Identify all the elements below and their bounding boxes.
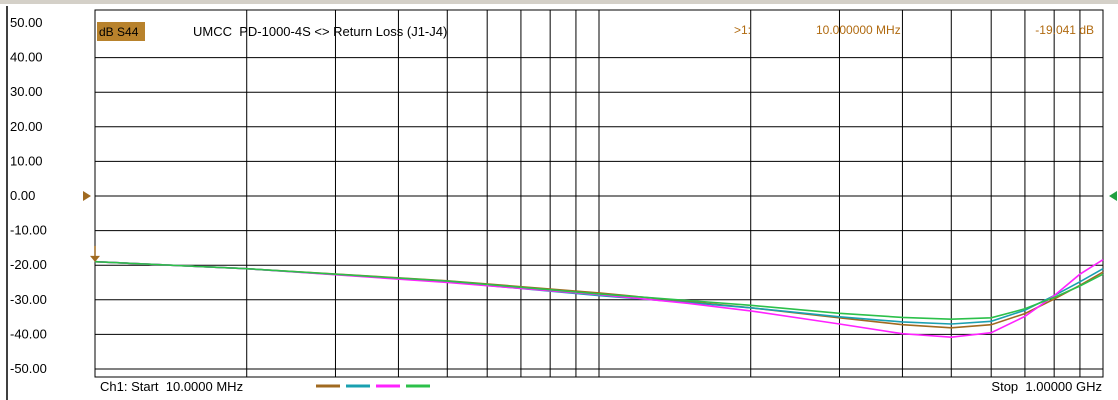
y-tick-label: 10.00 [10,153,43,168]
window-top-strip [0,0,1118,4]
y-tick-label: 50.00 [10,15,43,30]
start-frequency-label: Ch1: Start 10.0000 MHz [100,379,243,394]
y-tick-label: 30.00 [10,84,43,99]
marker-label: >1: [734,23,751,37]
y-tick-labels: 50.00 40.00 30.00 20.00 10.00 0.00 -10.00 -20.0… [10,15,47,376]
trace-line [94,260,1104,321]
stop-frequency-label: Stop 1.00000 GHz [991,379,1102,394]
y-tick-label: 0.00 [10,188,35,203]
y-tick-label: -10.00 [10,223,47,238]
marker-value: -19.041 dB [1035,23,1094,37]
y-tick-label: -50.00 [10,361,47,376]
left-reference-arrow[interactable] [83,191,91,201]
y-tick-label: -30.00 [10,292,47,307]
measurement-badge: dB S44 [99,25,139,39]
trace-lines [94,259,1104,339]
marker-frequency: 10.000000 MHz [816,23,901,37]
marker-1-symbol[interactable] [90,245,100,262]
grid-lines [95,10,1103,377]
y-tick-label: 40.00 [10,50,43,65]
marker-head [90,255,100,262]
right-reference-arrow[interactable] [1109,191,1117,201]
measurement-badge-bg [97,22,145,41]
y-tick-label: -20.00 [10,257,47,272]
y-tick-label: -40.00 [10,326,47,341]
trace-title: UMCC PD-1000-4S <> Return Loss (J1-J4) [193,24,447,39]
y-tick-label: 20.00 [10,119,43,134]
